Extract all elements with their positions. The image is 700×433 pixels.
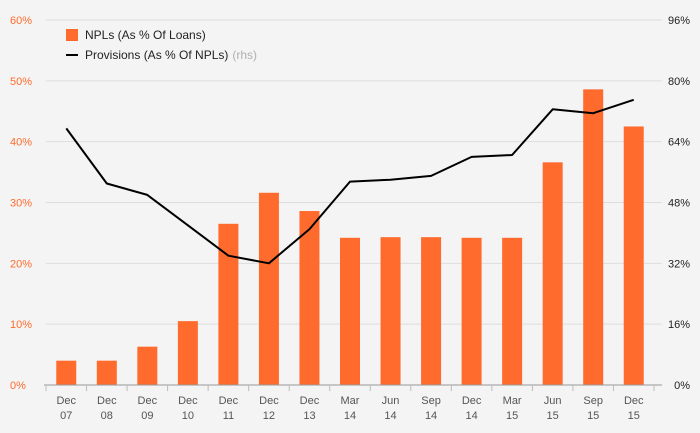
x-tick-label: Dec 08 <box>97 395 117 422</box>
y-axis-right: 0% 16% 32% 48% 64% 80% 96% <box>668 15 690 392</box>
x-tick-label: Dec 15 <box>624 395 644 422</box>
provisions-line <box>65 98 635 265</box>
y-right-tick-label: 80% <box>668 76 690 88</box>
x-tick-label: Jun 14 <box>382 395 400 422</box>
y-right-tick-label: 16% <box>668 319 690 331</box>
bar <box>258 192 279 385</box>
y-left-tick-label: 60% <box>10 15 32 27</box>
bar <box>218 223 239 385</box>
bar <box>421 237 442 385</box>
legend: NPLs (As % Of Loans) Provisions (As % Of… <box>66 28 257 62</box>
bar <box>299 211 320 385</box>
y-right-tick-label: 0% <box>674 380 690 392</box>
x-tick-label: Sep 14 <box>421 395 441 422</box>
y-right-tick-label: 48% <box>668 198 690 210</box>
bar <box>583 89 604 385</box>
y-right-tick-label: 96% <box>668 15 690 27</box>
bar <box>137 346 158 385</box>
legend-swatch-npls <box>66 29 78 41</box>
bar <box>96 360 117 385</box>
x-tick-label: Dec 13 <box>300 395 320 422</box>
bar <box>56 360 77 385</box>
x-tick-label: Dec 07 <box>56 395 76 422</box>
y-left-tick-label: 0% <box>10 380 26 392</box>
y-left-tick-label: 50% <box>10 76 32 88</box>
x-tick-label: Dec 12 <box>259 395 279 422</box>
legend-label-provisions: Provisions (As % Of NPLs) (rhs) <box>85 48 257 62</box>
bar <box>502 237 523 385</box>
y-right-tick-label: 32% <box>668 258 690 270</box>
x-tick-label: Mar 14 <box>341 395 360 422</box>
bar <box>177 321 198 385</box>
x-tick-label: Dec 10 <box>178 395 198 422</box>
y-left-tick-label: 10% <box>10 319 32 331</box>
bar <box>340 237 360 385</box>
x-tick-label: Sep 15 <box>583 395 603 422</box>
x-tick-label: Jun 15 <box>544 395 562 422</box>
x-axis-labels: Dec 07 Dec 08 Dec 09 Dec 10 Dec 11 Dec 12 Dec 13 Mar 14… <box>45 385 655 422</box>
x-tick-label: Dec 09 <box>138 395 158 422</box>
bar <box>542 162 563 385</box>
y-left-tick-label: 40% <box>10 137 32 149</box>
x-tick-label: Dec 11 <box>219 395 239 422</box>
y-left-tick-label: 30% <box>10 198 32 210</box>
bar <box>380 237 401 385</box>
legend-provisions-name: Provisions (As % Of NPLs) <box>85 48 228 62</box>
y-right-tick-label: 64% <box>668 137 690 149</box>
bar <box>623 126 644 385</box>
bar-series <box>56 89 644 385</box>
legend-label-npls: NPLs (As % Of Loans) <box>85 28 206 42</box>
y-left-tick-label: 20% <box>10 258 32 270</box>
bar <box>461 237 482 385</box>
x-tick-label: Dec 14 <box>462 395 482 422</box>
y-axis-left: 0% 10% 20% 30% 40% 50% 60% <box>10 15 32 392</box>
x-tick-label: Mar 15 <box>503 395 522 422</box>
legend-provisions-note: (rhs) <box>232 48 257 62</box>
